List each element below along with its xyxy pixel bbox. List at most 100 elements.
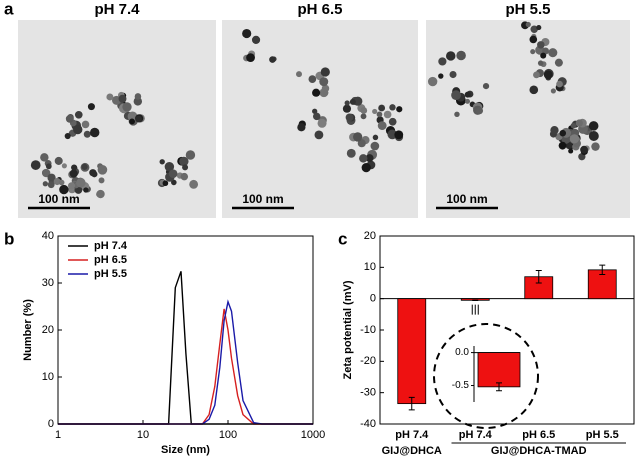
nanoparticle — [454, 112, 459, 117]
nanoparticle — [76, 178, 86, 188]
nanoparticle — [347, 149, 356, 158]
x-tick-label: pH 7.4 — [395, 429, 429, 441]
nanoparticle — [446, 51, 455, 60]
y-axis-label: Zeta potential (mV) — [342, 280, 354, 379]
nanoparticle — [548, 48, 557, 57]
nanoparticle — [186, 150, 195, 159]
legend-label: pH 6.5 — [94, 254, 127, 266]
nanoparticle — [389, 104, 395, 110]
nanoparticle — [533, 71, 540, 78]
nanoparticle — [389, 118, 397, 126]
group-label: GIJ@DHCA-TMAD — [491, 445, 587, 457]
nanoparticle — [529, 85, 538, 94]
nanoparticle — [55, 157, 63, 165]
nanoparticle — [556, 81, 563, 88]
nanoparticle — [65, 133, 71, 139]
y-axis-label: Number (%) — [22, 299, 34, 361]
nanoparticle — [62, 163, 67, 168]
nanoparticle — [451, 90, 461, 100]
nanoparticle — [135, 93, 142, 100]
nanoparticle — [242, 29, 251, 38]
y-tick-label: 40 — [42, 230, 54, 242]
nanoparticle — [252, 36, 260, 44]
nanoparticle — [559, 130, 566, 137]
nanoparticle — [571, 123, 577, 129]
nanoparticle — [580, 146, 588, 154]
tem-image — [426, 20, 630, 218]
inset-tick-label: 0.0 — [455, 347, 469, 358]
nanoparticle — [591, 142, 599, 150]
nanoparticle — [66, 115, 74, 123]
nanoparticle — [46, 163, 52, 169]
nanoparticle — [82, 121, 90, 129]
y-tick-label: 30 — [42, 277, 54, 289]
x-tick-label: pH 5.5 — [586, 429, 619, 441]
data-line — [58, 309, 313, 424]
nanoparticle — [189, 180, 198, 189]
nanoparticle — [122, 102, 131, 111]
nanoparticle — [526, 22, 531, 27]
nanoparticle — [378, 121, 387, 130]
nanoparticle — [370, 142, 379, 151]
tem-image — [18, 20, 216, 218]
nanoparticle — [438, 57, 446, 65]
nanoparticle — [353, 132, 362, 141]
inset-tick-label: -0.5 — [452, 380, 470, 391]
x-tick-label: pH 6.5 — [522, 429, 555, 441]
nanoparticle — [555, 59, 563, 67]
nanoparticle — [314, 130, 323, 139]
nanoparticle — [373, 135, 379, 141]
nanoparticle — [313, 113, 320, 120]
nanoparticle — [309, 75, 317, 83]
nanoparticle — [378, 105, 385, 112]
nanoparticle — [361, 113, 367, 119]
scale-label: 100 nm — [242, 192, 283, 206]
nanoparticle — [438, 73, 443, 78]
nanoparticle — [377, 112, 383, 118]
nanoparticle — [346, 114, 354, 122]
nanoparticle — [362, 163, 371, 172]
nanoparticle — [396, 106, 402, 112]
nanoparticle — [589, 121, 599, 131]
nanoparticle — [450, 71, 457, 78]
nanoparticle — [70, 170, 78, 178]
data-line — [58, 302, 313, 424]
nanoparticle — [135, 116, 142, 123]
nanoparticle — [269, 56, 276, 63]
panel-label: a — [4, 0, 14, 18]
nanoparticle — [538, 60, 543, 65]
nanoparticle — [589, 131, 599, 141]
nanoparticle — [465, 99, 470, 104]
legend-label: pH 5.5 — [94, 268, 127, 280]
x-tick-label: 1000 — [301, 429, 325, 441]
y-tick-label: 0 — [48, 418, 54, 430]
nanoparticle — [568, 149, 573, 154]
x-tick-label: pH 7.4 — [459, 429, 493, 441]
nanoparticle — [163, 180, 169, 186]
scale-label: 100 nm — [446, 192, 487, 206]
nanoparticle — [48, 181, 55, 188]
nanoparticle — [576, 119, 583, 126]
nanoparticle — [82, 164, 88, 170]
nanoparticle — [43, 181, 48, 186]
nanoparticle — [90, 128, 99, 137]
nanoparticle — [68, 182, 75, 189]
data-line — [58, 271, 313, 424]
y-tick-label: -20 — [360, 355, 376, 367]
nanoparticle — [345, 100, 350, 105]
y-tick-label: -10 — [360, 324, 376, 336]
panel-label: b — [4, 229, 14, 248]
nanoparticle — [394, 130, 403, 139]
nanoparticle — [99, 177, 105, 183]
nanoparticle — [428, 77, 437, 86]
nanoparticle — [296, 71, 302, 77]
nanoparticle — [129, 119, 135, 125]
y-tick-label: -40 — [360, 418, 376, 430]
nanoparticle — [96, 190, 104, 198]
nanoparticle — [350, 99, 356, 105]
nanoparticle — [75, 111, 83, 119]
nanoparticle — [537, 41, 545, 49]
scale-label: 100 nm — [38, 192, 79, 206]
nanoparticle — [89, 169, 96, 176]
x-tick-label: 100 — [219, 429, 237, 441]
